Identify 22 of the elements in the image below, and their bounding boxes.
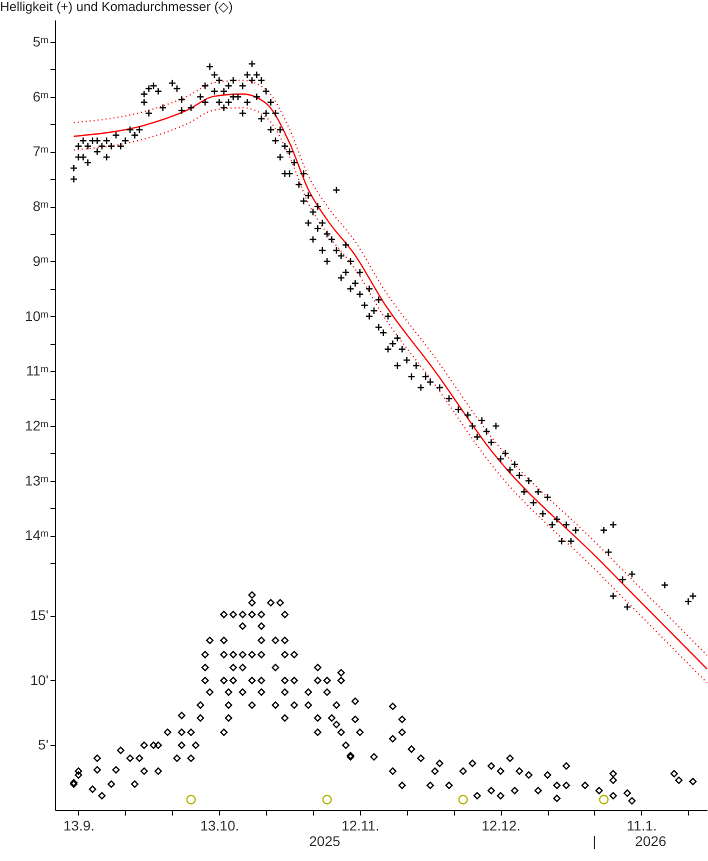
x-tick-label: 13.9. (63, 818, 95, 834)
y2-tick-label: 15' (30, 607, 48, 624)
y-tick-label: 9ᵐ (32, 252, 48, 269)
y2-tick-label: 10' (30, 672, 48, 688)
y-tick-label: 13ᵐ (24, 472, 48, 488)
y-tick-label: 5ᵐ (32, 33, 48, 50)
y-tick-label: 11ᵐ (26, 362, 48, 379)
y-tick-label: 8ᵐ (32, 198, 48, 214)
text: | (592, 833, 596, 849)
x-tick-label: 12.11. (341, 818, 380, 834)
y-tick-label: 6ᵐ (32, 88, 48, 104)
y-tick-label: 12ᵐ (24, 417, 48, 434)
text: 2025 (309, 833, 340, 849)
y-tick-label: 10ᵐ (24, 308, 48, 324)
x-tick-label: 12.12. (482, 818, 521, 834)
y-tick-label: 14ᵐ (24, 527, 48, 544)
y-tick-label: 7ᵐ (32, 143, 48, 160)
x-tick-label: 13.10. (200, 818, 240, 834)
chart-title: Helligkeit (+) und Komadurchmesser (◇) (0, 0, 233, 14)
text: 2026 (635, 833, 666, 849)
y2-tick-label: 5' (38, 736, 48, 753)
x-tick-label: 11.1. (626, 818, 657, 834)
